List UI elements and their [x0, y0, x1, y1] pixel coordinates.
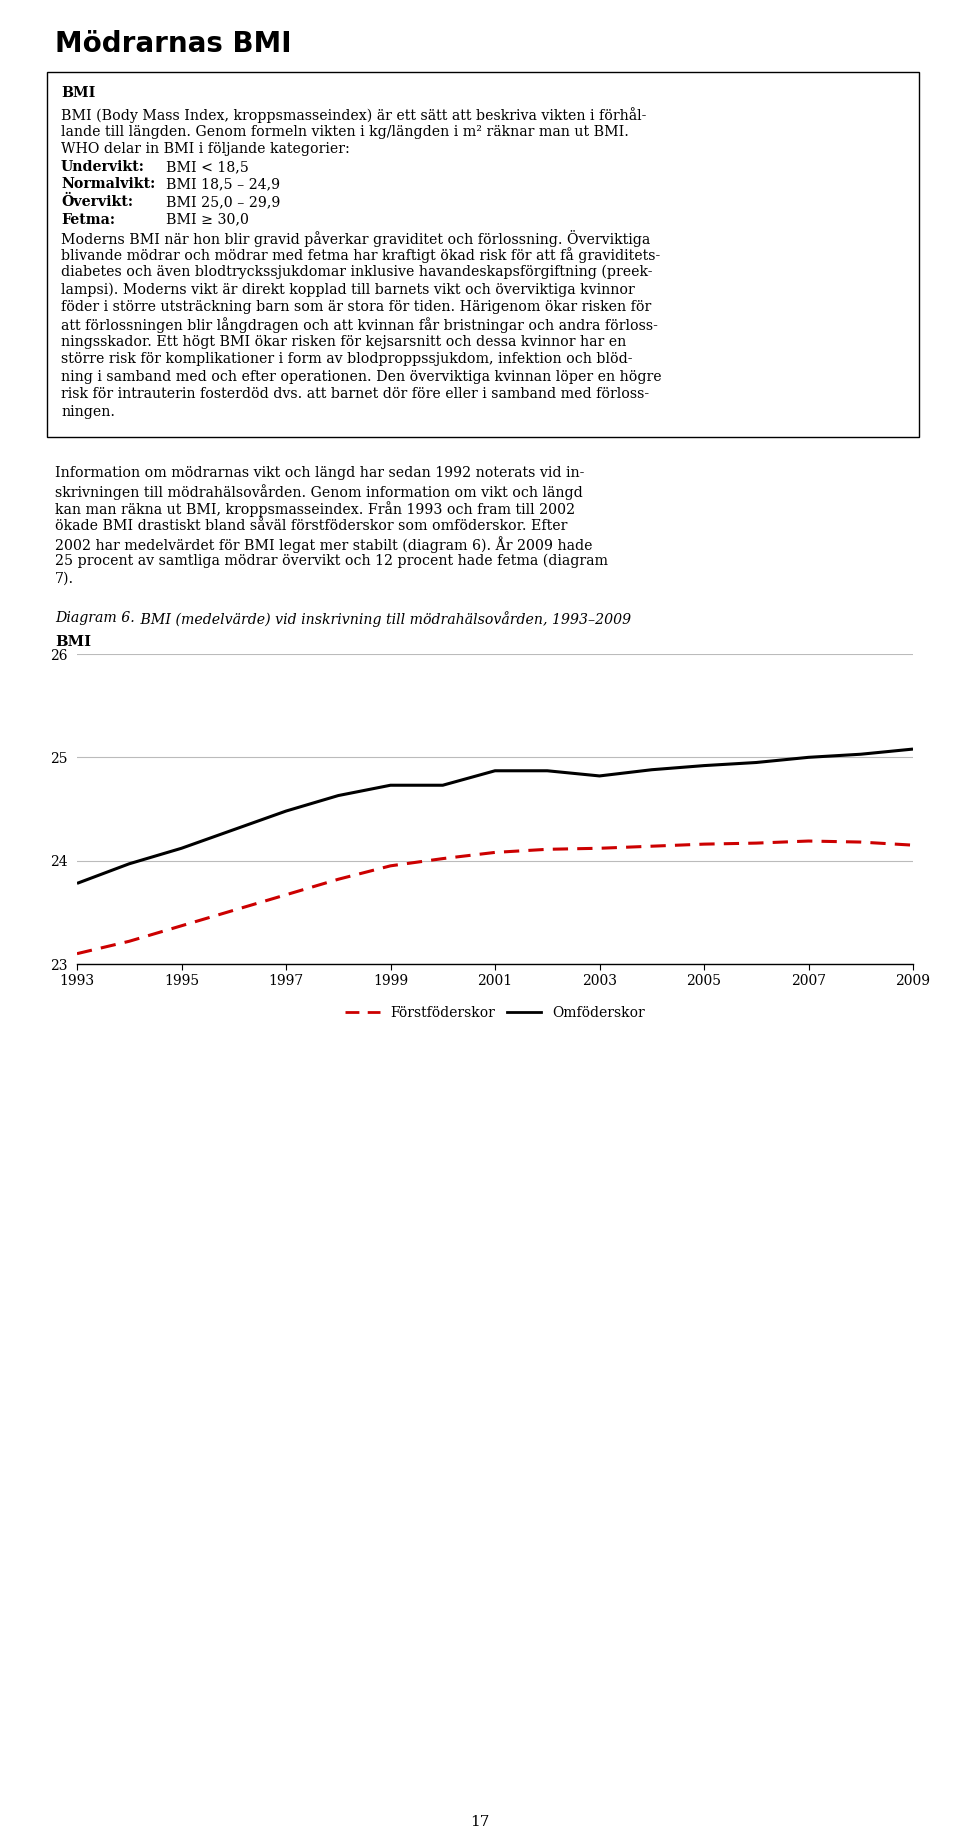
- Text: lampsi). Moderns vikt är direkt kopplad till barnets vikt och överviktiga kvinno: lampsi). Moderns vikt är direkt kopplad …: [61, 282, 635, 297]
- Text: Moderns BMI när hon blir gravid påverkar graviditet och förlossning. Överviktiga: Moderns BMI när hon blir gravid påverkar…: [61, 230, 650, 247]
- Text: föder i större utsträckning barn som är stora för tiden. Härigenom ökar risken f: föder i större utsträckning barn som är …: [61, 300, 651, 313]
- Text: kan man räkna ut BMI, kroppsmasseindex. Från 1993 och fram till 2002: kan man räkna ut BMI, kroppsmasseindex. …: [55, 501, 575, 518]
- Bar: [47, 72, 919, 437]
- Text: WHO delar in BMI i följande kategorier:: WHO delar in BMI i följande kategorier:: [61, 142, 349, 157]
- Text: Fetma:: Fetma:: [61, 212, 115, 227]
- Text: 17: 17: [470, 1815, 490, 1828]
- Text: BMI (medelvärde) vid inskrivning till mödrahälsovården, 1993–2009: BMI (medelvärde) vid inskrivning till mö…: [127, 612, 631, 627]
- Text: lande till längden. Genom formeln vikten i kg/längden i m² räknar man ut BMI.: lande till längden. Genom formeln vikten…: [61, 125, 629, 138]
- Text: BMI: BMI: [55, 634, 91, 649]
- Text: 2002 har medelvärdet för BMI legat mer stabilt (diagram 6). År 2009 hade: 2002 har medelvärdet för BMI legat mer s…: [55, 536, 592, 553]
- Text: Diagram 6.: Diagram 6.: [55, 612, 134, 625]
- Text: blivande mödrar och mödrar med fetma har kraftigt ökad risk för att få gravidite: blivande mödrar och mödrar med fetma har…: [61, 247, 660, 264]
- Text: ningen.: ningen.: [61, 405, 115, 418]
- Text: ökade BMI drastiskt bland såväl förstföderskor som omföderskor. Efter: ökade BMI drastiskt bland såväl förstföd…: [55, 520, 567, 533]
- Text: BMI (Body Mass Index, kroppsmasseindex) är ett sätt att beskriva vikten i förhål: BMI (Body Mass Index, kroppsmasseindex) …: [61, 107, 646, 123]
- Text: större risk för komplikationer i form av blodproppssjukdom, infektion och blöd-: större risk för komplikationer i form av…: [61, 352, 633, 367]
- Text: diabetes och även blodtryckssjukdomar inklusive havandeskapsförgiftning (preek-: diabetes och även blodtryckssjukdomar in…: [61, 265, 653, 280]
- Text: ning i samband med och efter operationen. Den överviktiga kvinnan löper en högre: ning i samband med och efter operationen…: [61, 370, 661, 383]
- Text: skrivningen till mödrahälsovården. Genom information om vikt och längd: skrivningen till mödrahälsovården. Genom…: [55, 485, 583, 499]
- Text: Övervikt:: Övervikt:: [61, 195, 133, 208]
- Text: BMI: BMI: [61, 87, 95, 100]
- Text: BMI ≥ 30,0: BMI ≥ 30,0: [166, 212, 249, 227]
- Text: BMI 25,0 – 29,9: BMI 25,0 – 29,9: [166, 195, 280, 208]
- Text: Information om mödrarnas vikt och längd har sedan 1992 noterats vid in-: Information om mödrarnas vikt och längd …: [55, 466, 585, 481]
- Text: att förlossningen blir långdragen och att kvinnan får bristningar och andra förl: att förlossningen blir långdragen och at…: [61, 317, 658, 334]
- Text: risk för intrauterin fosterdöd dvs. att barnet dör före eller i samband med förl: risk för intrauterin fosterdöd dvs. att …: [61, 387, 649, 402]
- Text: ningsskador. Ett högt BMI ökar risken för kejsarsnitt och dessa kvinnor har en: ningsskador. Ett högt BMI ökar risken fö…: [61, 335, 626, 348]
- Text: 25 procent av samtliga mödrar övervikt och 12 procent hade fetma (diagram: 25 procent av samtliga mödrar övervikt o…: [55, 555, 608, 568]
- Text: 7).: 7).: [55, 571, 74, 586]
- Text: Normalvikt:: Normalvikt:: [61, 177, 156, 192]
- Text: BMI 18,5 – 24,9: BMI 18,5 – 24,9: [166, 177, 280, 192]
- Text: Mödrarnas BMI: Mödrarnas BMI: [55, 29, 292, 57]
- Legend: Förstföderskor, Omföderskor: Förstföderskor, Omföderskor: [339, 1001, 651, 1025]
- Text: BMI < 18,5: BMI < 18,5: [166, 160, 249, 173]
- Text: Undervikt:: Undervikt:: [61, 160, 145, 173]
